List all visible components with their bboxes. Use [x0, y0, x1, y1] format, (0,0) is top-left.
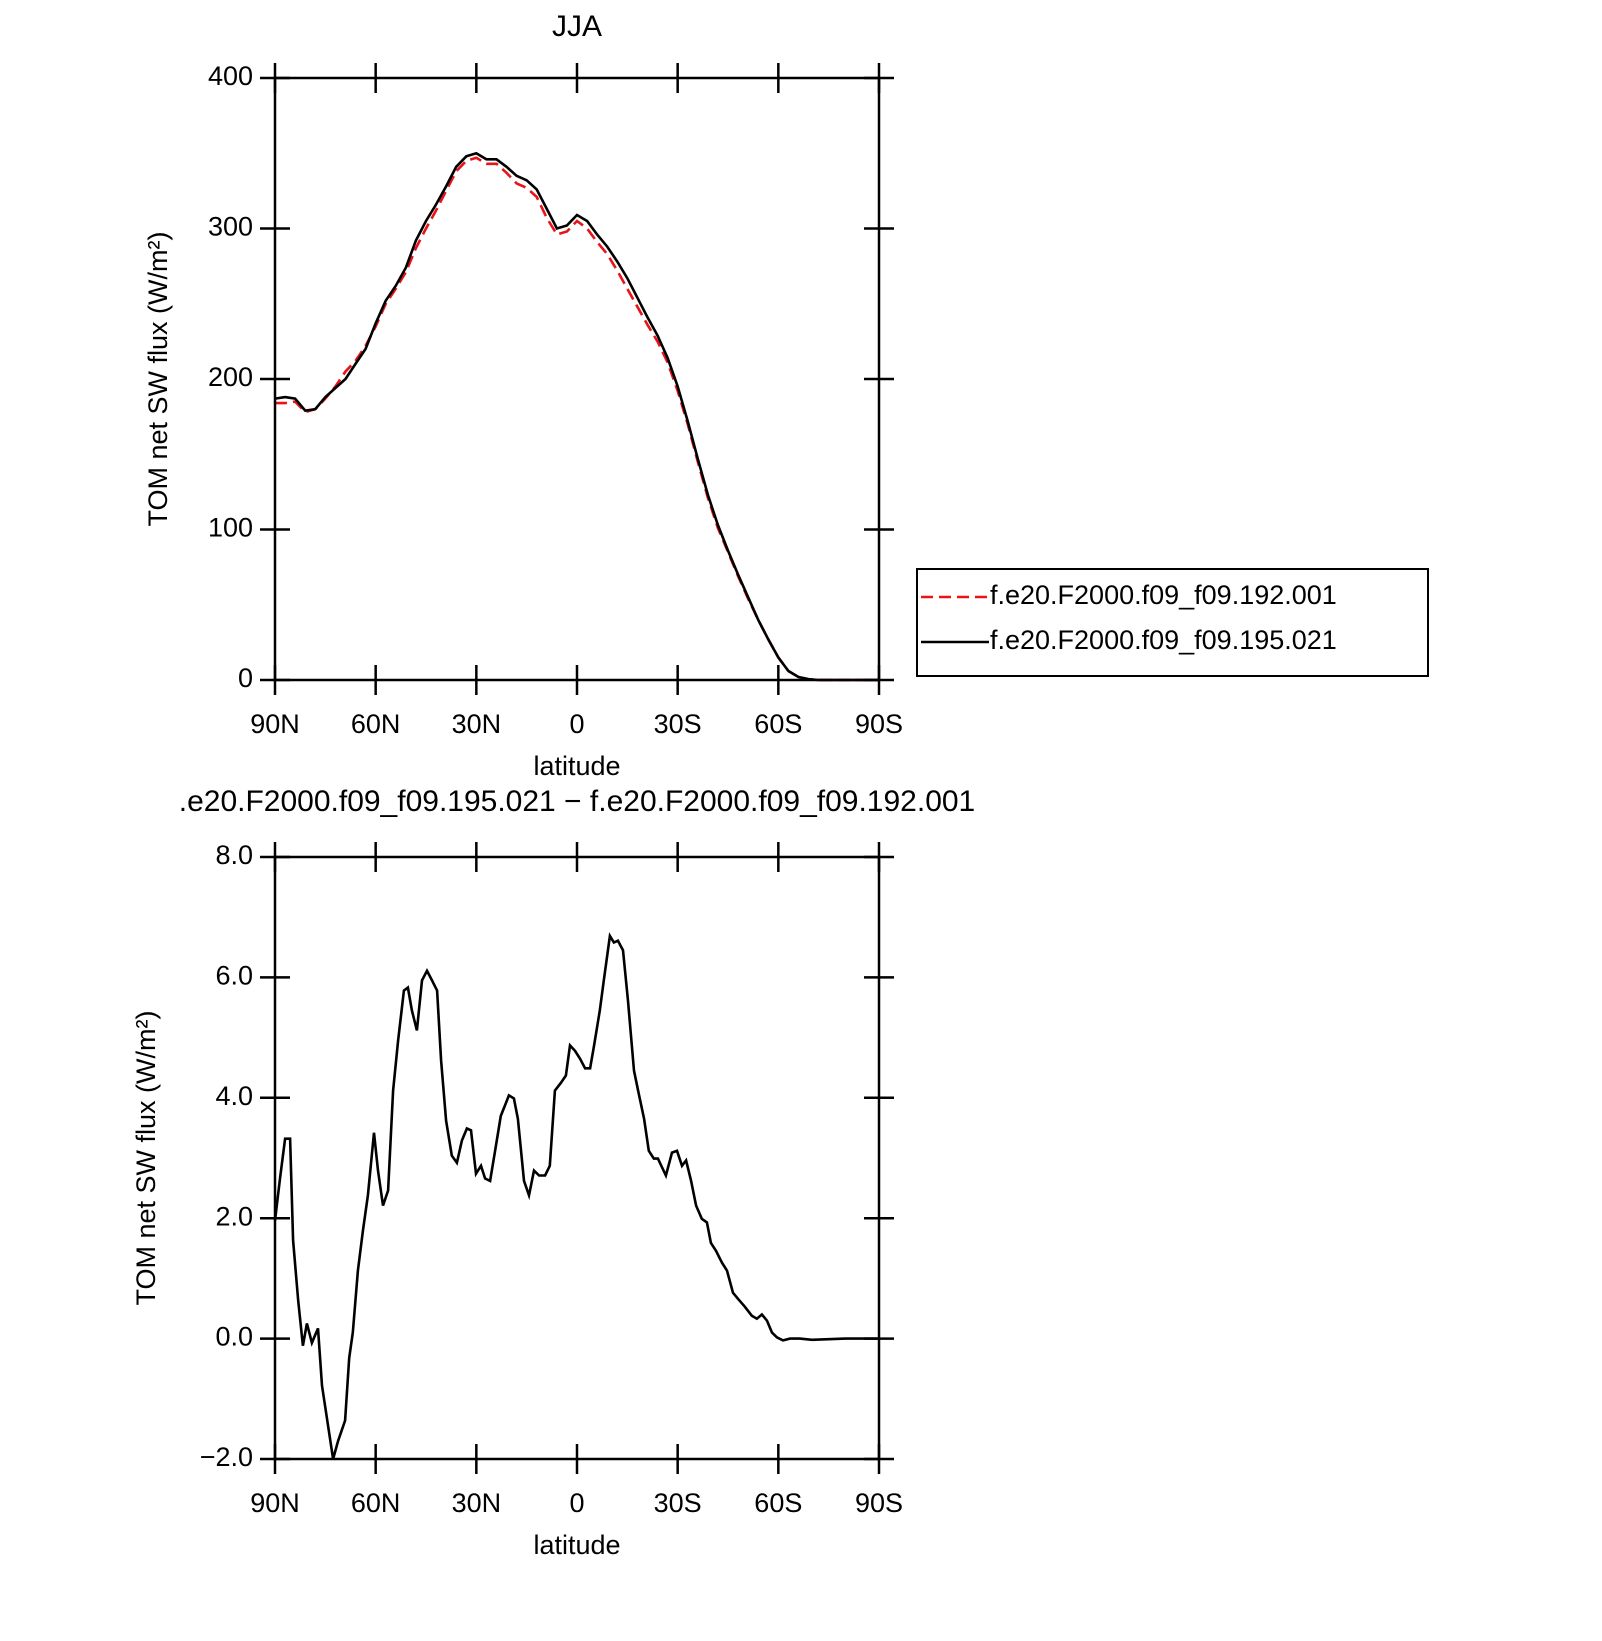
y-tick-label: 100	[208, 513, 253, 543]
x-tick-label: 90S	[855, 709, 903, 739]
x-axis-label: latitude	[533, 751, 620, 781]
x-tick-label: 30S	[654, 1488, 702, 1518]
x-axis-label: latitude	[533, 1530, 620, 1560]
x-tick-label: 60N	[351, 1488, 401, 1518]
x-tick-label: 0	[569, 1488, 584, 1518]
x-tick-label: 90N	[250, 709, 300, 739]
y-tick-label: 0.0	[215, 1322, 253, 1352]
y-axis-label: TOM net SW flux (W/m²)	[131, 1011, 161, 1306]
y-axis-label: TOM net SW flux (W/m²)	[143, 232, 173, 527]
x-tick-label: 30S	[654, 709, 702, 739]
chart-title: .e20.F2000.f09_f09.195.021 − f.e20.F2000…	[179, 785, 976, 818]
panel: JJA latitude TOM net SW flux (W/m²) 0 100 200…	[143, 10, 1429, 781]
y-tick-label: 300	[208, 212, 253, 242]
y-tick-label: 6.0	[215, 961, 253, 991]
y-tick-label: 0	[238, 663, 253, 693]
y-tick-label: 4.0	[215, 1081, 253, 1111]
y-tick-label: 8.0	[215, 840, 253, 870]
legend-label: f.e20.F2000.f09_f09.192.001	[990, 580, 1337, 610]
x-tick-label: 90N	[250, 1488, 300, 1518]
legend-box	[916, 568, 1429, 677]
plot-frame	[273, 76, 881, 682]
y-tick-label: −2.0	[200, 1442, 253, 1472]
panel: .e20.F2000.f09_f09.195.021 − f.e20.F2000…	[131, 785, 975, 1560]
x-tick-label: 30N	[452, 1488, 502, 1518]
series-line	[274, 151, 879, 682]
x-tick-label: 60S	[754, 1488, 802, 1518]
x-tick-label: 30N	[452, 709, 502, 739]
x-tick-label: 60S	[754, 709, 802, 739]
chart-title: JJA	[552, 10, 602, 43]
legend-label: f.e20.F2000.f09_f09.195.021	[990, 625, 1337, 655]
x-tick-label: 0	[569, 709, 584, 739]
y-tick-label: 2.0	[215, 1201, 253, 1231]
series-line	[275, 156, 879, 682]
plot-frame	[273, 855, 881, 1461]
series-line	[273, 932, 879, 1460]
y-tick-label: 400	[208, 61, 253, 91]
x-tick-label: 90S	[855, 1488, 903, 1518]
y-tick-label: 200	[208, 362, 253, 392]
x-tick-label: 60N	[351, 709, 401, 739]
